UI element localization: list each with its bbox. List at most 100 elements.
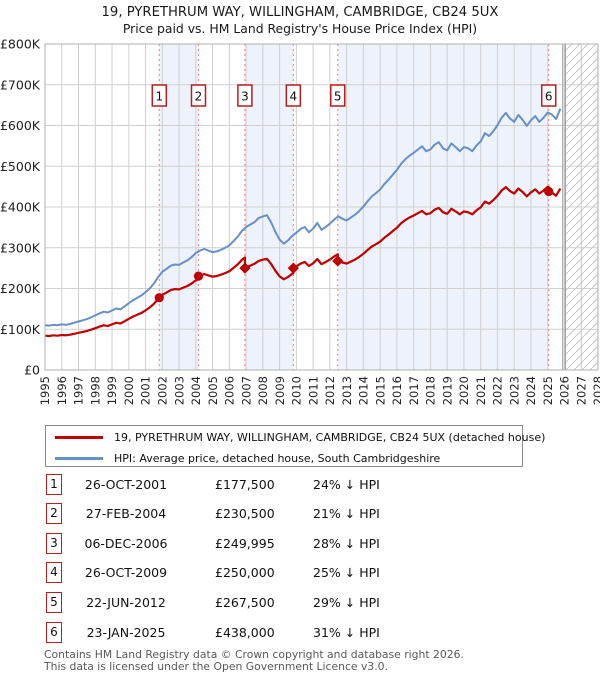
price-chart: 19, PYRETHRUM WAY, WILLINGHAM, CAMBRIDGE… bbox=[0, 5, 600, 405]
table-row: 3 06-DEC-2006 £249,995 28% ↓ HPI bbox=[44, 532, 380, 554]
y-axis-tick-label: £800K bbox=[0, 37, 41, 52]
x-axis-tick-label: 2021 bbox=[474, 376, 488, 405]
sale-number-box bbox=[285, 84, 302, 107]
y-axis-tick-label: £100K bbox=[0, 322, 41, 337]
sale-number-box bbox=[330, 84, 346, 107]
sale-price: £438,000 bbox=[215, 624, 275, 640]
sale-number-box bbox=[190, 84, 207, 107]
x-axis-tick-label: 1997 bbox=[72, 376, 86, 405]
x-axis-tick-label: 2005 bbox=[206, 376, 220, 405]
x-axis-tick-label: 1999 bbox=[105, 376, 119, 405]
sale-date: 26-OCT-2001 bbox=[84, 476, 168, 492]
sale-date: 26-OCT-2009 bbox=[84, 565, 168, 581]
x-axis-tick-label: 2002 bbox=[156, 376, 170, 405]
x-axis-tick-label: 2016 bbox=[390, 376, 404, 405]
sale-vs-hpi: 25% ↓ HPI bbox=[313, 565, 380, 581]
sale-marker bbox=[193, 271, 204, 281]
legend-property-label: 19, PYRETHRUM WAY, WILLINGHAM, CAMBRIDGE… bbox=[114, 430, 546, 444]
sale-vs-hpi: 31% ↓ HPI bbox=[313, 624, 380, 640]
x-axis-tick-label: 2012 bbox=[323, 376, 337, 405]
x-axis-tick-label: 2007 bbox=[239, 376, 253, 405]
x-axis-tick-label: 2010 bbox=[290, 376, 304, 405]
x-axis-tick-label: 2009 bbox=[273, 376, 287, 405]
price-chart-svg: 19, PYRETHRUM WAY, WILLINGHAM, CAMBRIDGE… bbox=[0, 5, 600, 405]
x-axis-tick-label: 2011 bbox=[306, 376, 320, 405]
sale-marker bbox=[544, 186, 554, 197]
legend-row-hpi: HPI: Average price, detached house, Sout… bbox=[46, 448, 522, 468]
property-line-swatch bbox=[55, 435, 103, 439]
plot-border bbox=[44, 43, 599, 371]
x-axis-tick-label: 2014 bbox=[357, 376, 371, 405]
x-axis-tick-label: 2028 bbox=[591, 376, 600, 405]
x-axis-tick-label: 2026 bbox=[558, 376, 572, 405]
y-axis-tick-label: £0 bbox=[24, 363, 40, 378]
sale-vs-hpi: 24% ↓ HPI bbox=[313, 476, 380, 492]
x-axis-tick-label: 2018 bbox=[424, 376, 438, 405]
sale-number-box bbox=[540, 84, 557, 107]
x-axis-tick-label: 2027 bbox=[574, 376, 588, 405]
y-axis-tick-label: £400K bbox=[0, 200, 41, 215]
table-row: 1 26-OCT-2001 £177,500 24% ↓ HPI bbox=[44, 473, 380, 495]
x-axis-tick-label: 2008 bbox=[256, 376, 270, 405]
sale-marker bbox=[239, 262, 251, 274]
sale-number-badge: 2 bbox=[46, 503, 62, 525]
y-axis-tick-label: £700K bbox=[0, 77, 41, 92]
sale-price: £250,000 bbox=[215, 565, 275, 581]
sale-date: 27-FEB-2004 bbox=[85, 506, 167, 522]
x-axis-tick-label: 2000 bbox=[122, 376, 136, 405]
license-footer: Contains HM Land Registry data © Crown c… bbox=[44, 649, 464, 672]
sale-number-badge: 6 bbox=[46, 621, 62, 643]
legend-row-property: 19, PYRETHRUM WAY, WILLINGHAM, CAMBRIDGE… bbox=[46, 427, 545, 447]
sale-number-text: 3 bbox=[241, 90, 249, 104]
x-axis-tick-label: 2006 bbox=[223, 376, 237, 405]
x-axis-tick-label: 2013 bbox=[340, 376, 354, 405]
sale-marker bbox=[154, 293, 164, 303]
footer-line-1: Contains HM Land Registry data © Crown c… bbox=[44, 648, 464, 661]
legend-hpi-label: HPI: Average price, detached house, Sout… bbox=[114, 451, 441, 465]
x-axis-tick-label: 2024 bbox=[524, 376, 538, 405]
sale-number-badge: 4 bbox=[46, 562, 62, 584]
x-axis-tick-label: 2023 bbox=[507, 376, 521, 405]
x-axis-tick-label: 2001 bbox=[139, 376, 153, 405]
x-axis-tick-label: 2020 bbox=[457, 376, 471, 405]
sale-price: £230,500 bbox=[215, 506, 275, 522]
sale-number-box bbox=[237, 84, 253, 107]
x-axis-tick-label: 2017 bbox=[407, 376, 421, 405]
y-axis-tick-label: £500K bbox=[0, 159, 41, 174]
sale-vs-hpi: 28% ↓ HPI bbox=[313, 535, 380, 551]
sale-number-badge: 5 bbox=[46, 591, 62, 613]
y-axis-tick-label: £600K bbox=[0, 118, 41, 133]
sale-date: 06-DEC-2006 bbox=[84, 535, 168, 551]
sale-number-badge: 3 bbox=[46, 532, 62, 554]
y-axis-tick-label: £300K bbox=[0, 240, 41, 255]
sale-number-text: 4 bbox=[290, 90, 298, 104]
x-axis-tick-label: 1996 bbox=[55, 376, 69, 405]
table-row: 2 27-FEB-2004 £230,500 21% ↓ HPI bbox=[44, 503, 380, 525]
sale-vs-hpi: 29% ↓ HPI bbox=[313, 594, 380, 610]
sale-date: 22-JUN-2012 bbox=[86, 594, 166, 610]
future-hatch-area bbox=[565, 44, 598, 370]
chart-legend: 19, PYRETHRUM WAY, WILLINGHAM, CAMBRIDGE… bbox=[45, 425, 545, 468]
sale-marker bbox=[332, 255, 344, 267]
x-axis-tick-label: 2022 bbox=[491, 376, 505, 405]
hpi-line bbox=[45, 108, 562, 327]
x-axis-tick-label: 2019 bbox=[440, 376, 454, 405]
sale-marker bbox=[287, 262, 299, 274]
sale-number-badge: 1 bbox=[46, 473, 62, 495]
table-row: 4 26-OCT-2009 £250,000 25% ↓ HPI bbox=[44, 562, 380, 584]
sale-number-text: 2 bbox=[195, 90, 203, 104]
footer-line-2: This data is licensed under the Open Gov… bbox=[44, 659, 388, 673]
sale-number-text: 6 bbox=[545, 90, 553, 104]
sale-date: 23-JAN-2025 bbox=[86, 624, 166, 640]
sale-price: £249,995 bbox=[215, 535, 275, 551]
table-row: 6 23-JAN-2025 £438,000 31% ↓ HPI bbox=[44, 621, 380, 643]
x-axis-tick-label: 1995 bbox=[38, 376, 52, 405]
hpi-line-swatch bbox=[55, 456, 103, 460]
x-axis-tick-label: 2003 bbox=[172, 376, 186, 405]
chart-title-line1: 19, PYRETHRUM WAY, WILLINGHAM, CAMBRIDGE… bbox=[102, 5, 499, 20]
sale-price: £177,500 bbox=[215, 476, 275, 492]
y-axis-tick-label: £200K bbox=[0, 281, 41, 296]
x-axis-tick-label: 2025 bbox=[541, 376, 555, 405]
x-axis-tick-label: 2015 bbox=[373, 376, 387, 405]
x-axis-tick-label: 2004 bbox=[189, 376, 203, 405]
